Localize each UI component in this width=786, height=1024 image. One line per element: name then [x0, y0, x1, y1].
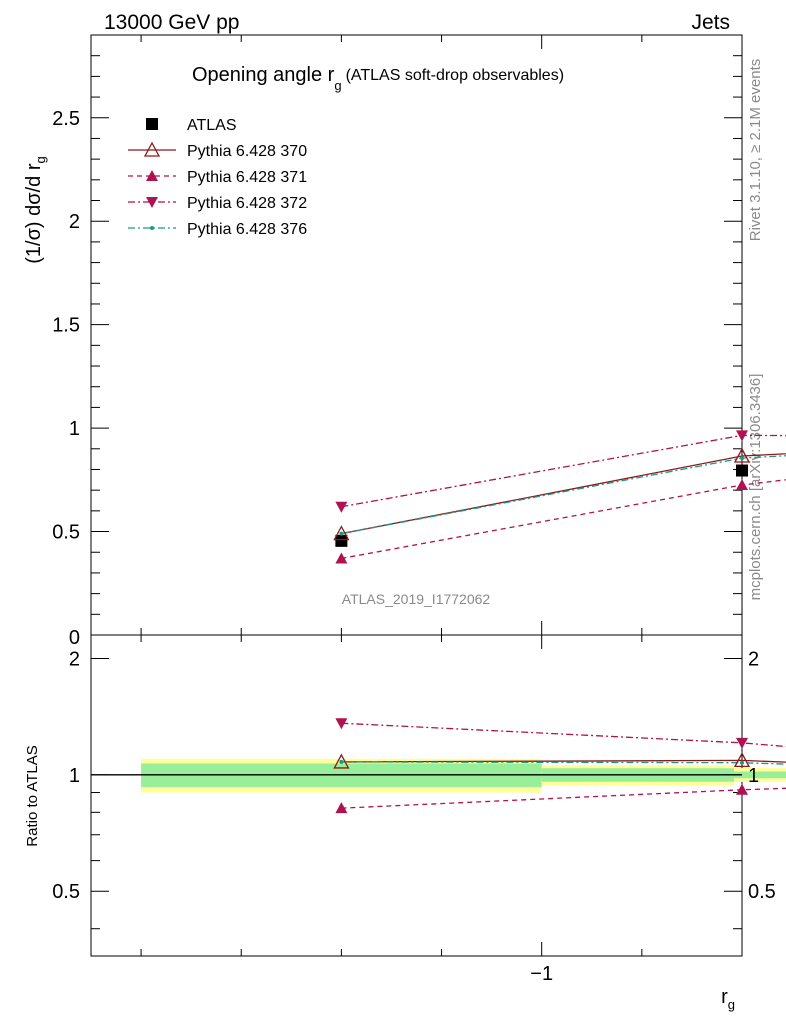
analysis-watermark: ATLAS_2019_I1772062 — [342, 591, 491, 607]
header-right: Jets — [691, 11, 730, 34]
legend-marker — [150, 226, 154, 230]
band-inner — [733, 771, 786, 779]
ratio-y-label: Ratio to ATLAS — [24, 745, 41, 846]
y-tick-label: 0.5 — [52, 522, 80, 544]
svg-text:mcplots.cern.ch [arXiv:1306.34: mcplots.cern.ch [arXiv:1306.3436] — [747, 374, 764, 601]
y-tick-label-zero: 0 — [69, 627, 80, 649]
ratio-point-3 — [740, 760, 744, 765]
data-point-3 — [736, 430, 748, 442]
legend-marker — [146, 170, 158, 181]
ratio-line-2 — [341, 722, 786, 748]
series-lines — [341, 434, 786, 809]
series-markers — [333, 430, 751, 814]
ratio-y-tick-label-right: 1 — [748, 765, 759, 787]
legend-label: Pythia 6.428 376 — [187, 221, 307, 238]
series-line-2 — [341, 479, 786, 560]
legend-marker — [146, 197, 158, 208]
ratio-y-tick-label: 2 — [69, 648, 80, 670]
ratio-point-1 — [736, 783, 748, 795]
ratio-frame — [90, 634, 743, 957]
data-point-4 — [740, 456, 744, 461]
x-axis-label: rg — [721, 986, 735, 1012]
ratio-point-2 — [736, 737, 748, 749]
legend-label: Pythia 6.428 370 — [187, 143, 307, 160]
data-point-0 — [736, 464, 748, 477]
svg-text:(1/σ) dσ/d rg: (1/σ) dσ/d rg — [23, 156, 48, 264]
ratio-uncertainty-band — [91, 758, 786, 793]
ratio-point-1 — [335, 802, 348, 814]
main-title: Opening angle rg(ATLAS soft-drop observa… — [192, 64, 564, 93]
header-left: 13000 GeV pp — [104, 11, 239, 34]
y-tick-label: 2.5 — [52, 108, 80, 130]
svg-text:Ratio to ATLAS: Ratio to ATLAS — [24, 745, 41, 846]
data-point-3 — [335, 501, 348, 513]
data-point-2 — [736, 479, 748, 490]
legend-label: ATLAS — [187, 117, 237, 134]
ratio-y-tick-label-right: 2 — [748, 648, 759, 670]
data-point-0 — [335, 534, 348, 547]
ratio-point-2 — [335, 718, 348, 730]
ratio-y-tick-label: 1 — [69, 765, 80, 787]
ratio-point-0 — [733, 752, 751, 768]
data-point-1 — [333, 525, 350, 541]
series-line-1 — [341, 453, 786, 535]
legend-marker — [143, 141, 161, 157]
ratio-y-tick-label: 0.5 — [52, 881, 80, 903]
svg-text:Rivet 3.1.10, ≥ 2.1M events: Rivet 3.1.10, ≥ 2.1M events — [747, 59, 764, 242]
legend-label: Pythia 6.428 372 — [187, 195, 307, 212]
ratio-point-3 — [339, 759, 344, 764]
data-point-4 — [339, 531, 344, 536]
data-point-2 — [335, 552, 348, 564]
ratio-line-1 — [341, 787, 786, 809]
x-tick-label: −1 — [530, 963, 553, 985]
legend-label: Pythia 6.428 371 — [187, 169, 307, 186]
ratio-line-3 — [341, 761, 786, 765]
ratio-line-0 — [341, 759, 786, 763]
ratio-y-tick-label-right: 0.5 — [748, 881, 776, 903]
y-tick-label: 1.5 — [52, 315, 80, 337]
legend: ATLAS Pythia 6.428 370 Pythia 6.428 371 Pyt… — [128, 117, 307, 238]
y-tick-label: 1 — [69, 418, 80, 440]
rivet-label: Rivet 3.1.10, ≥ 2.1M events — [747, 59, 764, 242]
legend-marker — [146, 118, 158, 130]
mcplots-label: mcplots.cern.ch [arXiv:1306.3436] — [747, 374, 764, 601]
y-tick-label: 2 — [69, 211, 80, 233]
data-point-1 — [733, 447, 751, 463]
ratio-point-0 — [333, 753, 350, 769]
y-axis-label: (1/σ) dσ/d rg — [23, 156, 48, 264]
